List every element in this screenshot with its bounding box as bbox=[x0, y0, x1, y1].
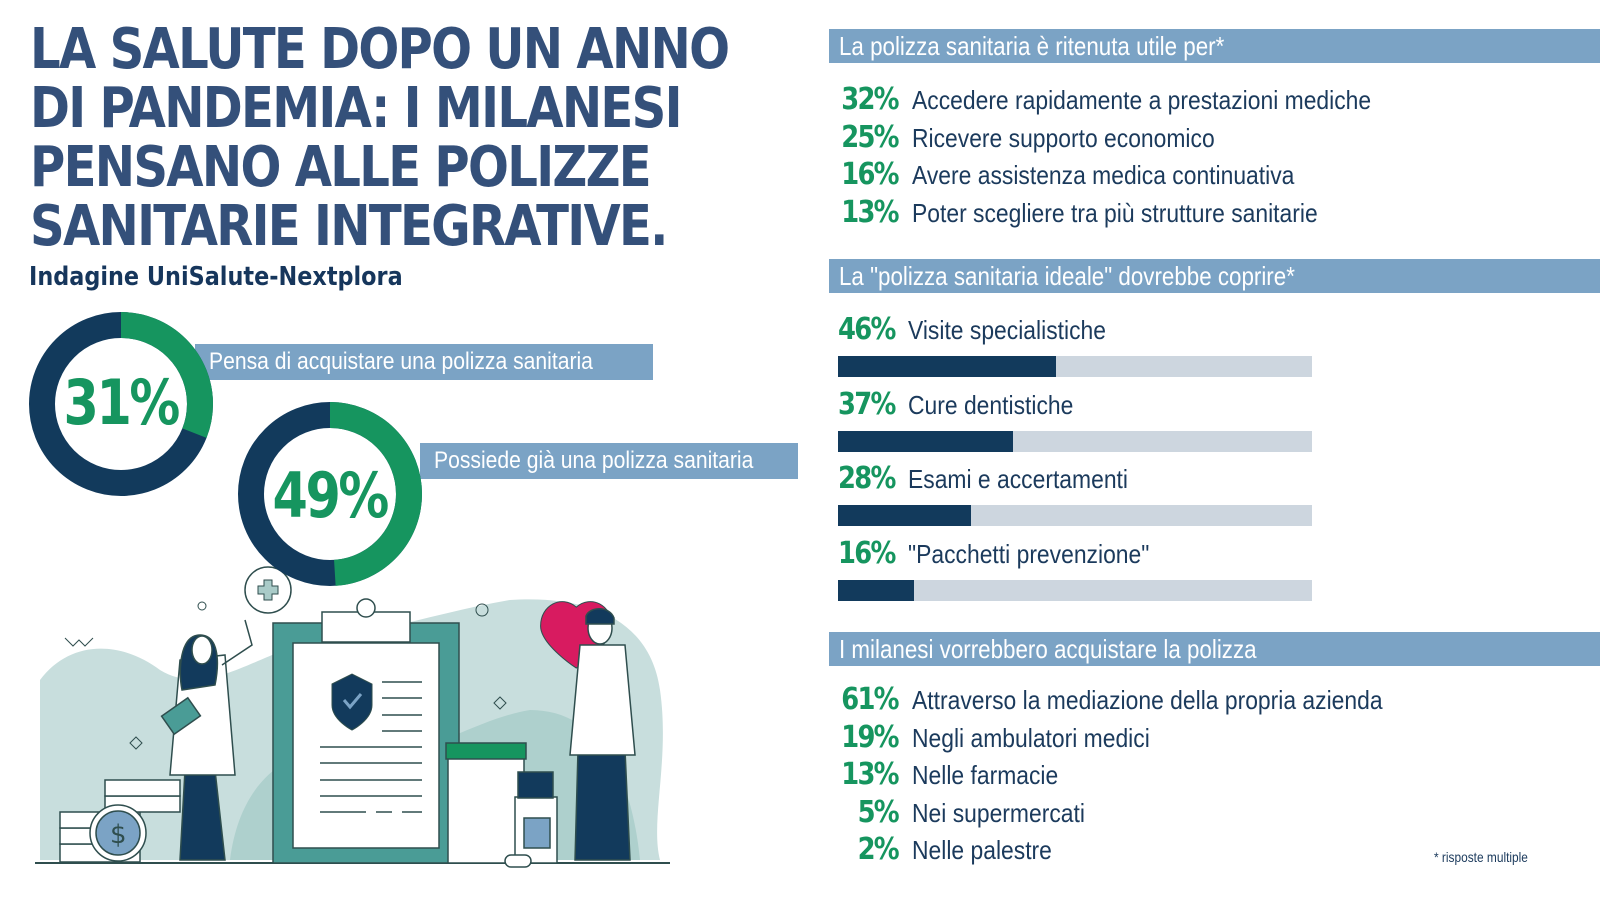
section-header-purchase-channel: I milanesi vorrebbero acquistare la poli… bbox=[829, 632, 1600, 666]
bar-row: 46% Visite specialistiche bbox=[838, 312, 1312, 377]
bar bbox=[838, 505, 971, 526]
stat-percent: 5% bbox=[857, 794, 900, 830]
section-header-ideal-coverage: La "polizza sanitaria ideale" dovrebbe c… bbox=[829, 259, 1600, 293]
stat-percent: 16% bbox=[841, 157, 899, 192]
bar-row: 37% Cure dentistiche bbox=[838, 386, 1312, 452]
bar bbox=[838, 579, 914, 601]
bar-category-label: Cure dentistiche bbox=[908, 389, 1074, 420]
stat-percent: 19% bbox=[841, 719, 899, 755]
stat-label: Ricevere supporto economico bbox=[912, 122, 1215, 153]
bar-row: 28% Esami e accertamenti bbox=[838, 461, 1312, 526]
clipboard-icon bbox=[272, 598, 460, 864]
svg-text:$: $ bbox=[110, 820, 127, 850]
bar-row: 16% "Pacchetti prevenzione" bbox=[838, 535, 1312, 601]
male-doctor-figure bbox=[569, 608, 636, 861]
bar bbox=[838, 356, 1057, 377]
title-line: PENSANO ALLE POLIZZE bbox=[30, 135, 652, 200]
title-line: SANITARIE INTEGRATIVE. bbox=[30, 194, 668, 259]
bar-track bbox=[838, 579, 1312, 601]
section-header-text: La "polizza sanitaria ideale" dovrebbe c… bbox=[839, 261, 1295, 291]
stat-label: Nei supermercati bbox=[912, 797, 1085, 828]
stat-percent: 32% bbox=[841, 82, 899, 117]
footnote: * risposte multiple bbox=[1434, 849, 1528, 865]
pill-bottle-icon bbox=[445, 742, 558, 868]
donut-label: Pensa di acquistare una polizza sanitari… bbox=[209, 348, 593, 375]
page-title: LA SALUTE DOPO UN ANNO DI PANDEMIA: I MI… bbox=[30, 17, 730, 259]
bar-value-label: 46% bbox=[838, 312, 896, 347]
female-doctor-figure bbox=[160, 619, 253, 861]
donut-value-label: 31% bbox=[63, 366, 181, 439]
subtitle: Indagine UniSalute-Nextplora bbox=[29, 262, 403, 292]
section-header-text: I milanesi vorrebbero acquistare la poli… bbox=[839, 634, 1257, 664]
healthcare-illustration: $ bbox=[35, 566, 670, 868]
donut-label-bar: Pensa di acquistare una polizza sanitari… bbox=[195, 344, 653, 380]
stat-percent: 61% bbox=[841, 682, 899, 717]
bar-track bbox=[838, 356, 1312, 377]
donut-svg bbox=[238, 402, 422, 586]
bar-value-label: 37% bbox=[838, 386, 896, 422]
donut-value-arc bbox=[238, 402, 422, 586]
section-header-text: La polizza sanitaria è ritenuta utile pe… bbox=[839, 31, 1225, 61]
coins-icon: $ bbox=[59, 779, 181, 863]
stat-label: Poter scegliere tra più strutture sanita… bbox=[912, 197, 1318, 228]
stat-percent: 13% bbox=[841, 194, 899, 230]
bar-value-label: 28% bbox=[838, 461, 896, 496]
bar bbox=[838, 430, 1014, 452]
stat-percent: 25% bbox=[841, 119, 899, 155]
stat-label: Attraverso la mediazione della propria a… bbox=[912, 685, 1383, 715]
donut-svg bbox=[29, 312, 213, 496]
title-line: DI PANDEMIA: I MILANESI bbox=[30, 76, 682, 141]
bar-category-label: Visite specialistiche bbox=[908, 315, 1106, 345]
medical-cross-icon bbox=[244, 566, 292, 614]
donut-label: Possiede già una polizza sanitaria bbox=[434, 447, 754, 474]
donut-chart-buy-intent: 31% bbox=[28, 311, 214, 497]
stat-percent: 2% bbox=[857, 832, 900, 867]
bar-category-label: "Pacchetti prevenzione" bbox=[908, 538, 1150, 569]
donut-value-arc bbox=[29, 312, 213, 496]
donut-value-label: 49% bbox=[272, 459, 390, 532]
donut-label-bar: Possiede già una polizza sanitaria bbox=[420, 443, 798, 479]
stat-label: Accedere rapidamente a prestazioni medic… bbox=[912, 85, 1372, 115]
donut-chart-owns-policy: 49% bbox=[237, 401, 423, 587]
bar-value-label: 16% bbox=[838, 535, 896, 571]
stat-percent: 13% bbox=[841, 757, 899, 792]
bar-track bbox=[838, 505, 1312, 526]
stat-label: Nelle farmacie bbox=[912, 760, 1059, 790]
section-header-utility: La polizza sanitaria è ritenuta utile pe… bbox=[829, 29, 1600, 63]
stat-label: Negli ambulatori medici bbox=[912, 722, 1150, 753]
stat-label: Nelle palestre bbox=[912, 835, 1052, 865]
title-line: LA SALUTE DOPO UN ANNO bbox=[30, 17, 730, 82]
stat-label: Avere assistenza medica continuativa bbox=[912, 160, 1295, 190]
bar-track bbox=[838, 430, 1312, 452]
bar-category-label: Esami e accertamenti bbox=[908, 464, 1128, 494]
zigzag-decoration bbox=[64, 637, 94, 647]
